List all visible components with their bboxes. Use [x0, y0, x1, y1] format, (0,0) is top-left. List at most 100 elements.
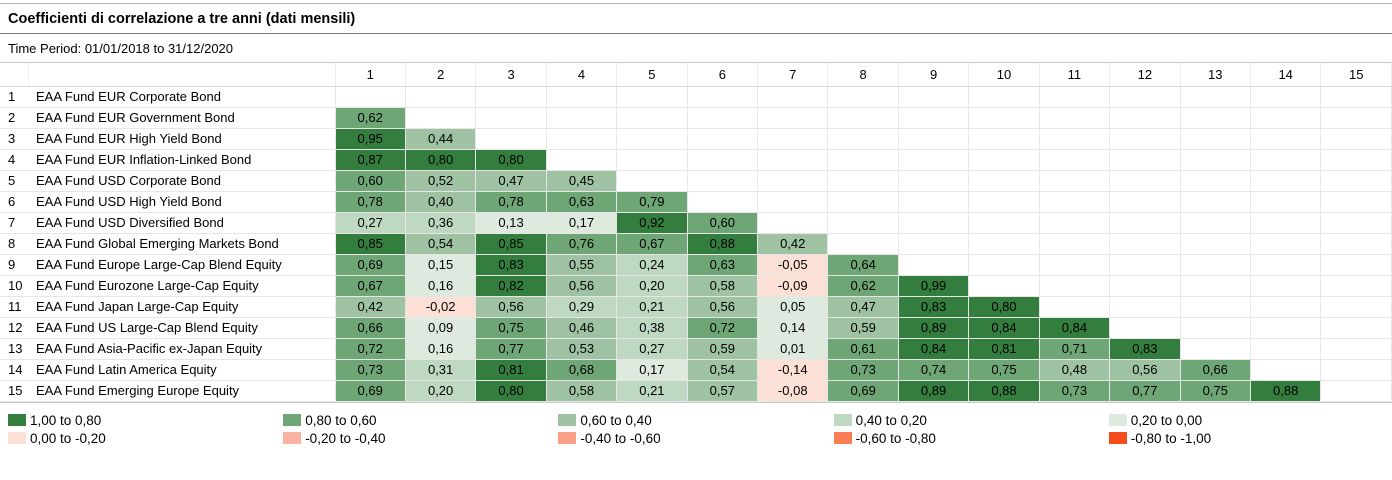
correlation-cell: 0,72: [687, 317, 759, 339]
empty-cell: [1109, 317, 1181, 339]
correlation-matrix-table: 1 2 3 4 5 6 7 8 9 10 11 12 13 14 15 1 EAA Fund EUR Corp…: [0, 63, 1392, 402]
correlation-cell: 0,58: [546, 380, 618, 402]
column-header-row: 1 2 3 4 5 6 7 8 9 10 11 12 13 14 15: [0, 63, 1392, 87]
empty-cell: [1039, 275, 1111, 297]
table-row-9: 9 EAA Fund Europe Large-Cap Blend Equity 0…: [0, 254, 1392, 276]
correlation-cell: 0,84: [898, 338, 970, 360]
correlation-cell: 0,20: [405, 380, 477, 402]
correlation-cell: 0,68: [546, 359, 618, 381]
empty-cell: [475, 107, 547, 129]
legend-swatch-icon: [283, 432, 302, 444]
table-row-12: 12 EAA Fund US Large-Cap Blend Equity 0,66…: [0, 317, 1392, 339]
correlation-cell: 0,77: [1109, 380, 1181, 402]
legend-swatch-icon: [833, 414, 852, 426]
empty-cell: [1320, 338, 1392, 360]
correlation-cell: -0,14: [757, 359, 829, 381]
correlation-cell: 0,67: [335, 275, 406, 297]
empty-cell: [546, 149, 618, 171]
row-label: EAA Fund USD High Yield Bond: [28, 191, 336, 213]
empty-cell: [616, 86, 688, 108]
empty-cell: [1250, 107, 1322, 129]
correlation-cell: 0,66: [1180, 359, 1251, 381]
corner-cell: [28, 63, 336, 87]
row-number: 12: [0, 317, 28, 339]
correlation-cell: 0,21: [616, 296, 688, 318]
empty-cell: [1039, 212, 1111, 234]
table-row-3: 3 EAA Fund EUR High Yield Bond 0,95 0,44: [0, 128, 1392, 150]
empty-cell: [1109, 86, 1181, 108]
legend-item: 1,00 to 0,80: [8, 413, 283, 428]
correlation-cell: 0,73: [1039, 380, 1111, 402]
correlation-cell: 0,58: [687, 275, 759, 297]
empty-cell: [405, 107, 477, 129]
legend-swatch-icon: [558, 432, 577, 444]
correlation-cell: 0,59: [687, 338, 759, 360]
empty-cell: [1109, 149, 1181, 171]
empty-cell: [1180, 254, 1251, 276]
empty-cell: [1250, 254, 1322, 276]
correlation-cell: 0,20: [616, 275, 688, 297]
correlation-cell: 0,73: [335, 359, 406, 381]
empty-cell: [475, 128, 547, 150]
table-row-2: 2 EAA Fund EUR Government Bond 0,62: [0, 107, 1392, 129]
correlation-cell: 0,09: [405, 317, 477, 339]
table-row-5: 5 EAA Fund USD Corporate Bond 0,60 0,52 0,47…: [0, 170, 1392, 192]
correlation-cell: 0,56: [546, 275, 618, 297]
empty-cell: [1109, 296, 1181, 318]
row-number: 7: [0, 212, 28, 234]
empty-cell: [1180, 191, 1251, 213]
table-row-8: 8 EAA Fund Global Emerging Markets Bond 0,…: [0, 233, 1392, 255]
correlation-cell: 0,40: [405, 191, 477, 213]
empty-cell: [827, 107, 899, 129]
empty-cell: [898, 212, 970, 234]
empty-cell: [898, 170, 970, 192]
empty-cell: [1250, 191, 1322, 213]
correlation-cell: 0,31: [405, 359, 477, 381]
empty-cell: [1039, 233, 1111, 255]
correlation-cell: 0,47: [827, 296, 899, 318]
table-row-10: 10 EAA Fund Eurozone Large-Cap Equity 0,67…: [0, 275, 1392, 297]
correlation-cell: -0,08: [757, 380, 829, 402]
correlation-cell: 0,60: [687, 212, 759, 234]
legend-swatch-icon: [283, 414, 302, 426]
correlation-cell: 0,62: [335, 107, 406, 129]
empty-cell: [898, 254, 970, 276]
correlation-cell: 0,42: [335, 296, 406, 318]
correlation-cell: 0,62: [827, 275, 899, 297]
empty-cell: [898, 233, 970, 255]
empty-cell: [1180, 170, 1251, 192]
legend-item: -0,40 to -0,60: [558, 431, 833, 446]
correlation-report-page: Coefficienti di correlazione a tre anni …: [0, 3, 1392, 446]
empty-cell: [757, 191, 829, 213]
table-row-11: 11 EAA Fund Japan Large-Cap Equity 0,42 -0,…: [0, 296, 1392, 318]
correlation-cell: 0,16: [405, 275, 477, 297]
empty-cell: [898, 107, 970, 129]
row-label: EAA Fund EUR Inflation-Linked Bond: [28, 149, 336, 171]
empty-cell: [475, 86, 547, 108]
empty-cell: [827, 86, 899, 108]
empty-cell: [1180, 296, 1251, 318]
empty-cell: [968, 86, 1040, 108]
empty-cell: [616, 128, 688, 150]
correlation-cell: 0,69: [335, 254, 406, 276]
column-header-11: 11: [1039, 63, 1111, 87]
row-number: 10: [0, 275, 28, 297]
empty-cell: [616, 149, 688, 171]
correlation-cell: 0,05: [757, 296, 829, 318]
legend-label: 0,60 to 0,40: [580, 412, 652, 428]
correlation-cell: 0,80: [405, 149, 477, 171]
empty-cell: [827, 128, 899, 150]
empty-cell: [1320, 86, 1392, 108]
empty-cell: [1250, 296, 1322, 318]
correlation-cell: 0,84: [968, 317, 1040, 339]
empty-cell: [1320, 149, 1392, 171]
correlation-cell: 0,17: [546, 212, 618, 234]
column-header-9: 9: [898, 63, 970, 87]
column-header-1: 1: [335, 63, 406, 87]
row-number: 11: [0, 296, 28, 318]
page-title: Coefficienti di correlazione a tre anni …: [0, 4, 1392, 34]
empty-cell: [968, 233, 1040, 255]
empty-cell: [1039, 128, 1111, 150]
row-label: EAA Fund Japan Large-Cap Equity: [28, 296, 336, 318]
empty-cell: [687, 86, 759, 108]
